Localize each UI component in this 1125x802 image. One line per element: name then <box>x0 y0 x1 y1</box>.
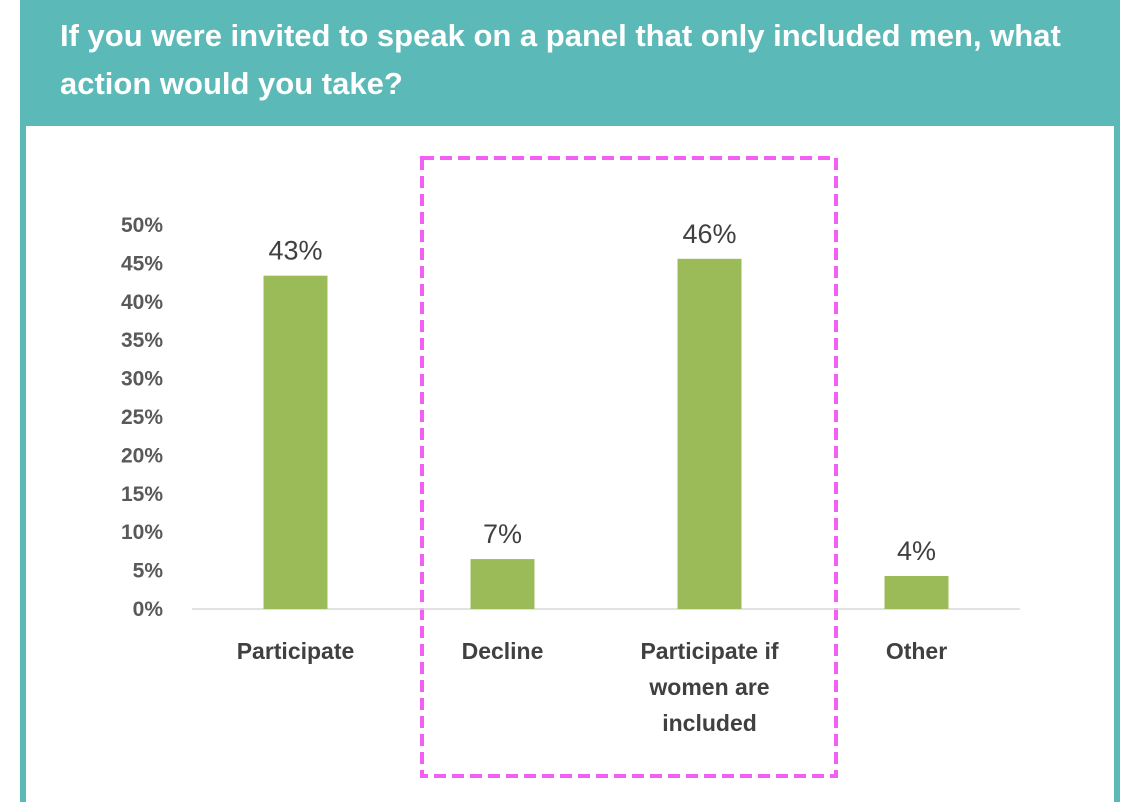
y-tick-label: 40% <box>121 291 163 314</box>
bar <box>884 575 949 609</box>
data-label: 46% <box>682 219 736 249</box>
data-label: 43% <box>268 236 322 266</box>
y-tick-label: 25% <box>121 406 163 429</box>
y-tick-label: 50% <box>121 214 163 237</box>
y-tick-label: 35% <box>121 329 163 352</box>
y-tick-label: 10% <box>121 521 163 544</box>
header <box>20 0 1120 126</box>
y-tick-label: 0% <box>133 598 164 621</box>
y-tick-label: 45% <box>121 252 163 275</box>
y-tick-label: 15% <box>121 483 163 506</box>
x-tick-label: Participate if women are included <box>640 638 779 736</box>
data-label: 7% <box>483 519 522 549</box>
x-tick-label: Other <box>885 638 948 664</box>
data-label: 4% <box>897 536 936 566</box>
bar <box>470 559 535 609</box>
highlight-box <box>420 156 838 778</box>
x-tick-label: Decline <box>461 638 544 664</box>
chart-title: If you were invited to speak on a panel … <box>60 18 1061 101</box>
y-tick-label: 20% <box>121 444 163 467</box>
bar <box>263 275 328 609</box>
x-tick-label: Participate <box>236 638 355 664</box>
panel <box>20 0 1120 802</box>
bar <box>677 258 742 609</box>
y-tick-label: 5% <box>133 560 164 583</box>
y-tick-label: 30% <box>121 368 163 391</box>
